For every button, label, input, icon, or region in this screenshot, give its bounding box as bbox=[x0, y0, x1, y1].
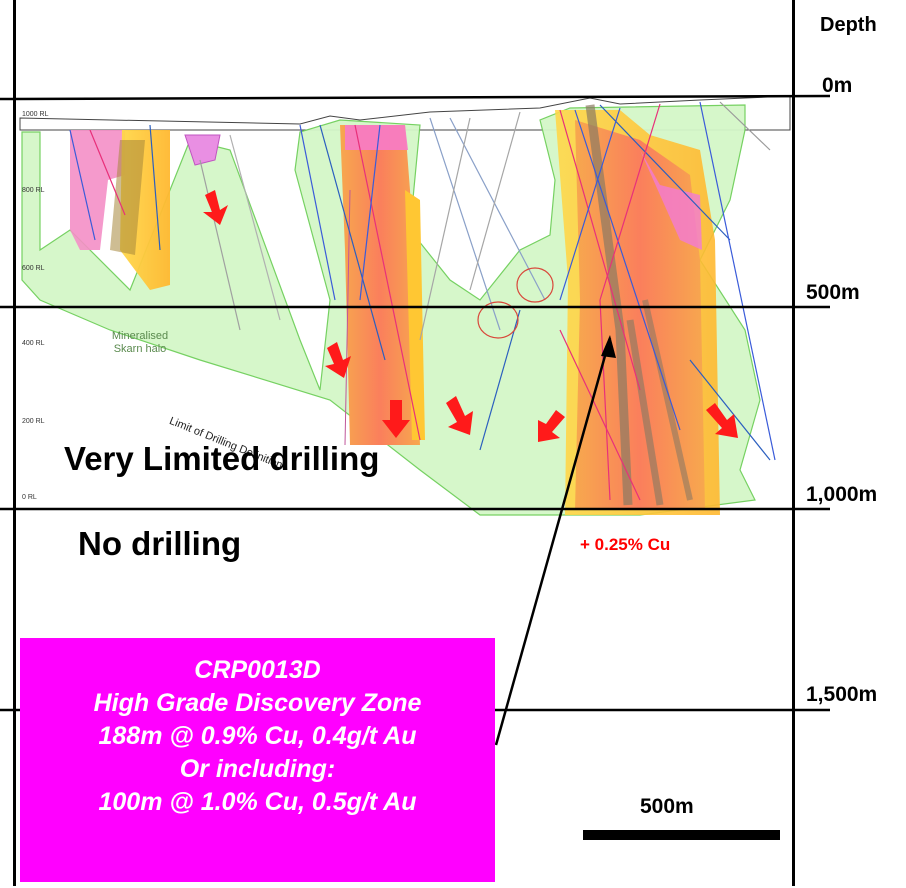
callout-line: CRP0013D bbox=[194, 656, 321, 684]
scale-bar bbox=[583, 830, 780, 840]
very-limited-drilling-label: Very Limited drilling bbox=[64, 440, 380, 477]
callout-pointer-head bbox=[601, 335, 616, 358]
depth-tick-0m: 0m bbox=[822, 74, 853, 97]
orebody-central bbox=[340, 125, 425, 446]
rl-label: 600 RL bbox=[22, 265, 45, 272]
depth-axis-title: Depth bbox=[820, 14, 877, 36]
depth-tick-1500m: 1,500m bbox=[806, 683, 878, 706]
rl-label: 0 RL bbox=[22, 494, 37, 501]
callout-line: 188m @ 0.9% Cu, 0.4g/t Au bbox=[98, 722, 417, 750]
halo-label: Mineralised Skarn halo bbox=[111, 330, 169, 355]
rl-label: 200 RL bbox=[22, 418, 45, 425]
depth-tick-500m: 500m bbox=[806, 281, 860, 304]
rl-label: 1000 RL bbox=[22, 111, 49, 118]
orebody-east bbox=[555, 104, 720, 515]
callout-pointer bbox=[494, 337, 612, 746]
callout-line: Or including: bbox=[179, 755, 336, 783]
callout-line: High Grade Discovery Zone bbox=[93, 689, 422, 717]
no-drilling-label: No drilling bbox=[78, 525, 242, 562]
rl-label: 400 RL bbox=[22, 340, 45, 347]
scale-bar-label: 500m bbox=[640, 795, 694, 818]
depth-tick-1000m: 1,000m bbox=[806, 483, 878, 506]
discovery-callout: CRP0013D High Grade Discovery Zone 188m … bbox=[20, 638, 495, 882]
drillholes bbox=[69, 101, 776, 501]
callout-line: 100m @ 1.0% Cu, 0.5g/t Au bbox=[98, 788, 417, 816]
highlight-circles bbox=[477, 267, 554, 339]
section-frame bbox=[13, 0, 795, 886]
orebody-west bbox=[70, 130, 221, 290]
direction-arrows bbox=[203, 190, 738, 442]
rl-label: 800 RL bbox=[22, 187, 45, 194]
copper-grade-label: + 0.25% Cu bbox=[580, 535, 671, 554]
